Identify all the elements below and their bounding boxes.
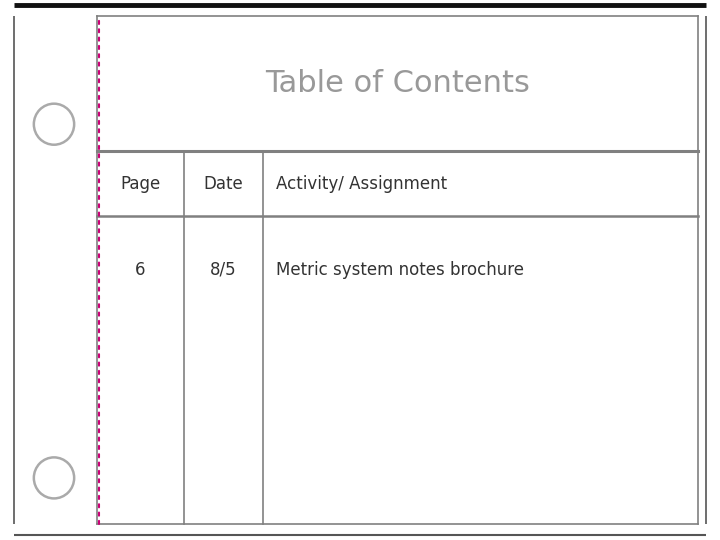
Text: Table of Contents: Table of Contents [266, 69, 530, 98]
Text: Metric system notes brochure: Metric system notes brochure [276, 261, 523, 279]
Text: Date: Date [203, 174, 243, 193]
Text: Page: Page [120, 174, 161, 193]
Text: 8/5: 8/5 [210, 261, 236, 279]
Text: Activity/ Assignment: Activity/ Assignment [276, 174, 447, 193]
Ellipse shape [34, 104, 74, 145]
Ellipse shape [34, 457, 74, 498]
Text: 6: 6 [135, 261, 145, 279]
